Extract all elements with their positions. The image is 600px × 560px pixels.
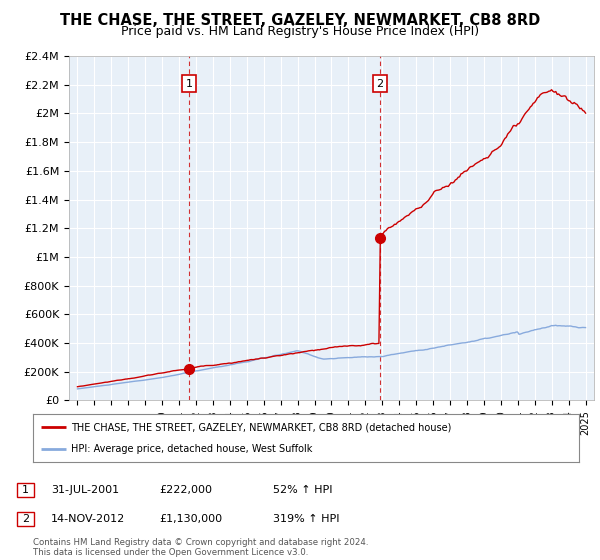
Text: 1: 1 [185, 78, 193, 88]
Text: 1: 1 [22, 485, 29, 495]
Text: 52% ↑ HPI: 52% ↑ HPI [273, 485, 332, 495]
Text: Contains HM Land Registry data © Crown copyright and database right 2024.
This d: Contains HM Land Registry data © Crown c… [33, 538, 368, 557]
Text: 14-NOV-2012: 14-NOV-2012 [51, 514, 125, 524]
Text: THE CHASE, THE STREET, GAZELEY, NEWMARKET, CB8 8RD (detached house): THE CHASE, THE STREET, GAZELEY, NEWMARKE… [71, 422, 452, 432]
Text: THE CHASE, THE STREET, GAZELEY, NEWMARKET, CB8 8RD: THE CHASE, THE STREET, GAZELEY, NEWMARKE… [60, 13, 540, 28]
Text: 2: 2 [377, 78, 383, 88]
Text: HPI: Average price, detached house, West Suffolk: HPI: Average price, detached house, West… [71, 444, 313, 454]
Text: 2: 2 [22, 514, 29, 524]
Text: £222,000: £222,000 [159, 485, 212, 495]
Text: Price paid vs. HM Land Registry's House Price Index (HPI): Price paid vs. HM Land Registry's House … [121, 25, 479, 38]
Text: £1,130,000: £1,130,000 [159, 514, 222, 524]
Text: 31-JUL-2001: 31-JUL-2001 [51, 485, 119, 495]
Text: 319% ↑ HPI: 319% ↑ HPI [273, 514, 340, 524]
